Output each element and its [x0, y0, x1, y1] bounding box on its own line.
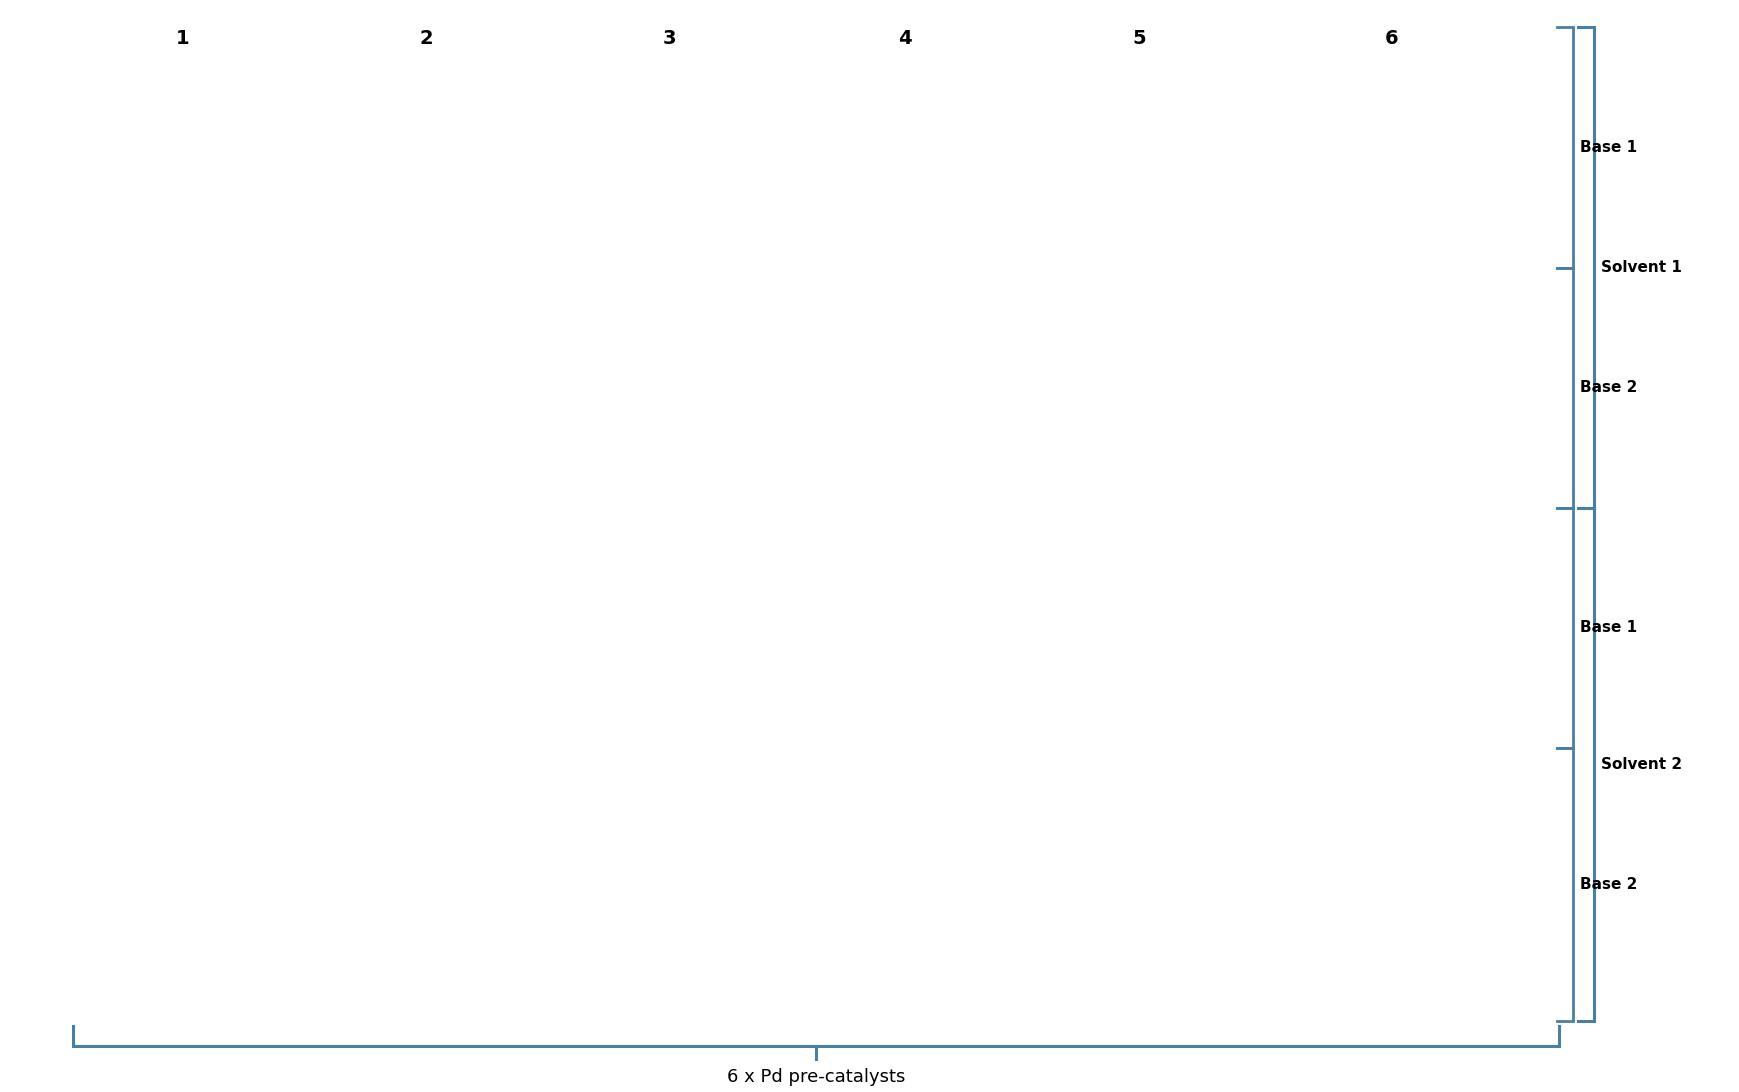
Text: 2: 2 [419, 28, 433, 48]
Text: Base 2: Base 2 [1579, 877, 1636, 892]
Text: 5: 5 [1132, 28, 1146, 48]
Text: 6 x Pd pre-catalysts: 6 x Pd pre-catalysts [727, 1068, 904, 1085]
Text: Solvent 2: Solvent 2 [1600, 757, 1682, 772]
Text: Solvent 1: Solvent 1 [1600, 260, 1680, 275]
Text: 4: 4 [897, 28, 911, 48]
Text: Base 1: Base 1 [1579, 620, 1636, 636]
Text: Base 2: Base 2 [1579, 380, 1636, 395]
Text: 6: 6 [1384, 28, 1398, 48]
Text: Base 1: Base 1 [1579, 140, 1636, 155]
Text: 1: 1 [176, 28, 190, 48]
Text: 3: 3 [663, 28, 676, 48]
